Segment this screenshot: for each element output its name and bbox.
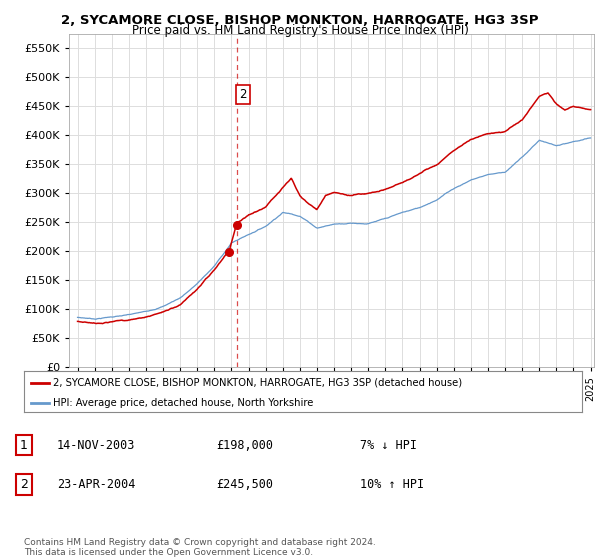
Text: HPI: Average price, detached house, North Yorkshire: HPI: Average price, detached house, Nort… bbox=[53, 398, 313, 408]
Text: 1: 1 bbox=[20, 438, 28, 452]
Text: 14-NOV-2003: 14-NOV-2003 bbox=[57, 438, 136, 452]
Text: Contains HM Land Registry data © Crown copyright and database right 2024.
This d: Contains HM Land Registry data © Crown c… bbox=[24, 538, 376, 557]
Text: 2, SYCAMORE CLOSE, BISHOP MONKTON, HARROGATE, HG3 3SP (detached house): 2, SYCAMORE CLOSE, BISHOP MONKTON, HARRO… bbox=[53, 377, 462, 388]
Text: Price paid vs. HM Land Registry's House Price Index (HPI): Price paid vs. HM Land Registry's House … bbox=[131, 24, 469, 36]
Text: 7% ↓ HPI: 7% ↓ HPI bbox=[360, 438, 417, 452]
Text: £245,500: £245,500 bbox=[216, 478, 273, 491]
Text: £198,000: £198,000 bbox=[216, 438, 273, 452]
Text: 23-APR-2004: 23-APR-2004 bbox=[57, 478, 136, 491]
Text: 2: 2 bbox=[20, 478, 28, 491]
Text: 2: 2 bbox=[239, 88, 247, 101]
Text: 2, SYCAMORE CLOSE, BISHOP MONKTON, HARROGATE, HG3 3SP: 2, SYCAMORE CLOSE, BISHOP MONKTON, HARRO… bbox=[61, 14, 539, 27]
Text: 10% ↑ HPI: 10% ↑ HPI bbox=[360, 478, 424, 491]
